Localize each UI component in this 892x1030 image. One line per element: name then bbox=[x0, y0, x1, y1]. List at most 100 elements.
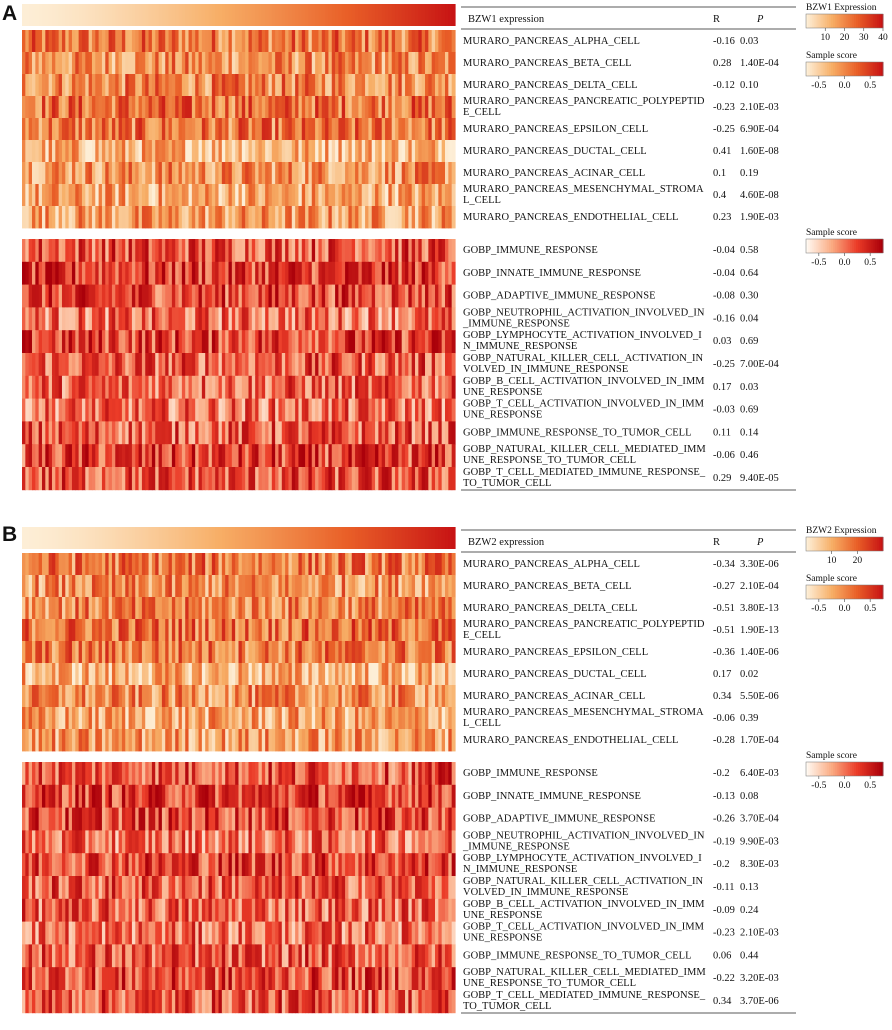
heatmap-cell bbox=[318, 96, 323, 119]
heatmap-cell bbox=[451, 685, 456, 708]
heatmap-cell bbox=[251, 184, 256, 207]
heatmap-cell bbox=[448, 307, 453, 331]
heatmap-cell bbox=[115, 398, 120, 422]
heatmap-cell bbox=[111, 52, 116, 75]
heatmap-cell bbox=[408, 118, 413, 141]
heatmap-cell bbox=[121, 707, 126, 730]
heatmap-cell bbox=[331, 597, 336, 620]
heatmap-cell bbox=[158, 729, 163, 752]
heatmap-cell bbox=[165, 421, 170, 445]
heatmap-cell bbox=[128, 575, 133, 598]
heatmap-cell bbox=[155, 707, 160, 730]
heatmap-cell bbox=[235, 353, 240, 377]
heatmap-cell bbox=[398, 807, 403, 831]
heatmap-cell bbox=[188, 96, 193, 119]
heatmap-cell bbox=[221, 467, 226, 491]
heatmap-cell bbox=[358, 206, 363, 229]
legend-title: Sample score bbox=[806, 51, 857, 61]
heatmap-cell bbox=[135, 830, 140, 854]
heatmap-cell bbox=[35, 284, 40, 308]
heatmap-cell bbox=[201, 162, 206, 185]
heatmap-cell bbox=[105, 444, 110, 468]
heatmap-cell bbox=[391, 184, 396, 207]
heatmap-cell bbox=[368, 30, 373, 53]
heatmap-cell bbox=[241, 284, 246, 308]
heatmap-cell bbox=[421, 206, 426, 229]
row-label-line: MURARO_PANCREAS_ALPHA_CELL bbox=[463, 36, 640, 47]
heatmap-cell bbox=[401, 375, 406, 399]
heatmap-cell bbox=[405, 140, 409, 163]
heatmap-cell bbox=[251, 784, 256, 808]
heatmap-cell bbox=[305, 619, 310, 642]
heatmap-cell bbox=[95, 353, 100, 377]
row-p-value: 0.39 bbox=[740, 713, 758, 724]
heatmap-cell bbox=[445, 284, 449, 308]
heatmap-cell bbox=[308, 74, 313, 97]
heatmap-cell bbox=[165, 784, 170, 808]
heatmap-cell bbox=[298, 398, 303, 422]
heatmap-cell bbox=[415, 52, 419, 75]
heatmap-cell bbox=[108, 830, 113, 854]
heatmap-cell bbox=[375, 375, 379, 399]
heatmap-cell bbox=[265, 162, 270, 185]
heatmap-cell bbox=[101, 444, 106, 468]
heatmap-cell bbox=[145, 239, 150, 263]
heatmap-cell bbox=[285, 96, 290, 119]
heatmap-cell bbox=[191, 74, 196, 97]
heatmap-cell bbox=[38, 307, 43, 331]
heatmap-cell bbox=[225, 641, 230, 664]
heatmap-cell bbox=[148, 162, 153, 185]
heatmap-cell bbox=[135, 140, 140, 163]
heatmap-cell bbox=[358, 261, 363, 285]
heatmap-cell bbox=[325, 184, 330, 207]
heatmap-cell bbox=[405, 307, 409, 331]
heatmap-cell bbox=[148, 398, 153, 422]
heatmap-cell bbox=[281, 239, 286, 263]
heatmap-cell bbox=[445, 52, 449, 75]
heatmap-cell bbox=[415, 96, 419, 119]
heatmap-cell bbox=[395, 553, 399, 576]
heatmap-cell bbox=[415, 307, 419, 331]
heatmap-cell bbox=[135, 707, 140, 730]
heatmap-cell bbox=[308, 140, 313, 163]
heatmap-cell bbox=[371, 467, 376, 491]
heatmap-cell bbox=[278, 353, 283, 377]
heatmap-cell bbox=[441, 784, 446, 808]
heatmap-cell bbox=[51, 52, 56, 75]
heatmap-cell bbox=[411, 707, 416, 730]
heatmap-cell bbox=[45, 663, 50, 686]
heatmap-cell bbox=[88, 784, 93, 808]
heatmap-cell bbox=[215, 729, 220, 752]
heatmap-cell bbox=[321, 184, 326, 207]
expression-cell bbox=[185, 4, 190, 26]
heatmap-cell bbox=[368, 284, 373, 308]
heatmap-cell bbox=[58, 284, 63, 308]
heatmap-cell bbox=[28, 184, 33, 207]
heatmap-cell bbox=[168, 307, 173, 331]
heatmap-cell bbox=[191, 206, 196, 229]
heatmap-cell bbox=[205, 52, 210, 75]
heatmap-cell bbox=[48, 553, 53, 576]
heatmap-cell bbox=[108, 118, 113, 141]
heatmap-cell bbox=[445, 261, 449, 285]
heatmap-cell bbox=[248, 74, 253, 97]
heatmap-cell bbox=[22, 261, 26, 285]
heatmap-cell bbox=[128, 330, 133, 354]
heatmap-cell bbox=[165, 184, 170, 207]
heatmap-cell bbox=[361, 52, 366, 75]
heatmap-cell bbox=[271, 353, 276, 377]
expression-cell bbox=[31, 527, 36, 549]
heatmap-cell bbox=[201, 619, 206, 642]
heatmap-cell bbox=[308, 375, 313, 399]
heatmap-cell bbox=[138, 467, 143, 491]
heatmap-cell bbox=[405, 762, 409, 786]
heatmap-cell bbox=[241, 553, 246, 576]
heatmap-cell bbox=[318, 597, 323, 620]
heatmap-cell bbox=[105, 398, 110, 422]
heatmap-cell bbox=[101, 330, 106, 354]
heatmap-cell bbox=[95, 830, 100, 854]
heatmap-cell bbox=[215, 96, 220, 119]
heatmap-cell bbox=[405, 206, 409, 229]
heatmap-cell bbox=[251, 239, 256, 263]
heatmap-cell bbox=[95, 707, 100, 730]
